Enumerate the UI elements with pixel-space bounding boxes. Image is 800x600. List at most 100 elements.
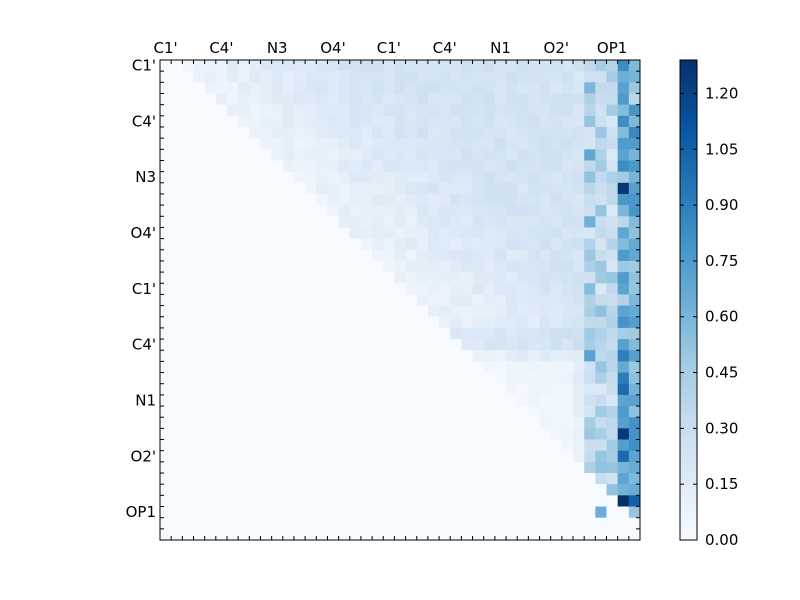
y-tick-label: C1'	[132, 57, 156, 75]
heatmap-cell	[573, 193, 585, 206]
heatmap-cell	[293, 350, 306, 362]
heatmap-cell	[472, 484, 485, 496]
heatmap-cell	[617, 126, 630, 139]
heatmap-cell	[439, 428, 451, 440]
heatmap-cell	[394, 93, 406, 105]
heatmap-cell	[595, 149, 607, 161]
heatmap-cell	[182, 294, 194, 306]
heatmap-cell	[528, 93, 540, 105]
heatmap-cell	[204, 372, 217, 385]
heatmap-cell	[539, 383, 551, 396]
heatmap-cell	[215, 327, 228, 340]
heatmap-cell	[171, 260, 183, 273]
heatmap-cell	[260, 294, 272, 306]
heatmap-cell	[249, 71, 261, 83]
heatmap-cell	[349, 495, 362, 507]
heatmap-cell	[405, 205, 418, 217]
heatmap-cell	[461, 372, 473, 385]
heatmap-cell	[171, 60, 183, 72]
heatmap-cell	[271, 461, 284, 474]
heatmap-cell	[305, 506, 317, 518]
heatmap-cell	[338, 149, 351, 161]
heatmap-cell	[327, 216, 339, 228]
heatmap-cell	[628, 484, 641, 496]
heatmap-cell	[405, 495, 418, 507]
heatmap-cell	[506, 71, 518, 83]
heatmap-cell	[260, 149, 272, 161]
heatmap-cell	[461, 160, 473, 172]
heatmap-cell	[271, 450, 284, 463]
heatmap-cell	[305, 495, 317, 507]
heatmap-cell	[584, 115, 596, 128]
heatmap-cell	[606, 294, 618, 306]
heatmap-cell	[539, 71, 551, 83]
heatmap-cell	[226, 283, 239, 295]
heatmap-cell	[215, 484, 228, 496]
heatmap-cell	[427, 126, 440, 139]
heatmap-cell	[573, 182, 585, 195]
heatmap-cell	[550, 350, 563, 362]
heatmap-cell	[427, 461, 440, 474]
heatmap-cell	[450, 193, 462, 206]
y-tick-label: N1	[135, 392, 156, 410]
heatmap-cell	[271, 104, 284, 117]
heatmap-cell	[450, 171, 462, 184]
heatmap-cell	[416, 82, 429, 94]
heatmap-cell	[305, 82, 317, 94]
heatmap-cell	[472, 461, 485, 474]
heatmap-cell	[372, 138, 384, 150]
heatmap-cell	[282, 71, 295, 83]
heatmap-cell	[416, 417, 429, 429]
heatmap-cell	[316, 60, 328, 72]
heatmap-cell	[405, 439, 418, 451]
heatmap-cell	[327, 350, 339, 362]
heatmap-cell	[282, 149, 295, 161]
heatmap-cell	[193, 82, 205, 94]
heatmap-cell	[472, 394, 485, 407]
heatmap-cell	[171, 126, 183, 139]
heatmap-cell	[327, 316, 339, 329]
heatmap-cell	[628, 227, 641, 239]
heatmap-cell	[416, 350, 429, 362]
heatmap-cell	[160, 71, 172, 83]
heatmap-cell	[617, 193, 630, 206]
colorbar-ticks: 0.000.150.300.450.600.750.901.051.20	[680, 85, 738, 549]
heatmap-cell	[193, 450, 205, 463]
heatmap-cell	[617, 372, 630, 385]
heatmap-cell	[327, 417, 339, 429]
heatmap-cell	[271, 361, 284, 373]
heatmap-cell	[584, 294, 596, 306]
heatmap-cell	[215, 272, 228, 284]
heatmap-cell	[327, 272, 339, 284]
heatmap-cell	[305, 93, 317, 105]
heatmap-cell	[394, 216, 406, 228]
heatmap-cell	[584, 350, 596, 362]
heatmap-cell	[450, 104, 462, 117]
heatmap-cell	[517, 227, 529, 239]
heatmap-cell	[427, 316, 440, 329]
heatmap-cell	[282, 350, 295, 362]
heatmap-cell	[472, 249, 485, 262]
heatmap-cell	[160, 495, 172, 507]
heatmap-cell	[606, 149, 618, 161]
heatmap-cell	[606, 104, 618, 117]
heatmap-cell	[539, 428, 551, 440]
heatmap-cell	[617, 149, 630, 161]
heatmap-cell	[573, 227, 585, 239]
heatmap-cell	[550, 160, 563, 172]
heatmap-cell	[595, 339, 607, 351]
heatmap-cell	[628, 82, 641, 94]
heatmap-cell	[528, 428, 540, 440]
heatmap-cell	[561, 193, 574, 206]
heatmap-cell	[327, 149, 339, 161]
heatmap-cell	[372, 506, 384, 518]
heatmap-cell	[327, 82, 339, 94]
heatmap-cell	[160, 115, 172, 128]
heatmap-cell	[316, 216, 328, 228]
heatmap-cell	[483, 60, 496, 72]
heatmap-cell	[561, 428, 574, 440]
heatmap-cell	[595, 394, 607, 407]
heatmap-cell	[360, 428, 373, 440]
heatmap-cell	[405, 249, 418, 262]
heatmap-cell	[305, 473, 317, 485]
